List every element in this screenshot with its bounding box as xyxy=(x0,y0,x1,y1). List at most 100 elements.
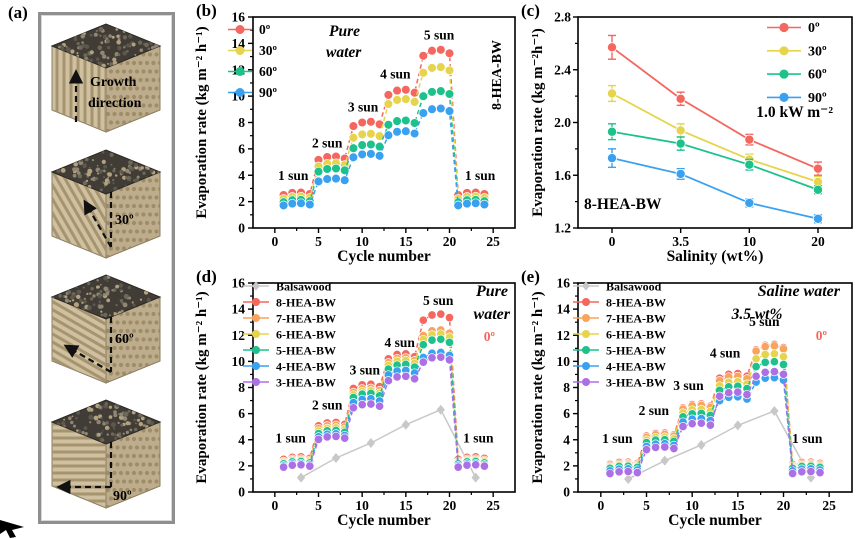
y-axis-title: Evaporation rate (kg m⁻² h⁻¹) xyxy=(530,291,546,483)
sun-annotation: 4 sun xyxy=(385,335,416,350)
x-axis-title: Cycle number xyxy=(668,512,762,529)
x-tick-label: 0 xyxy=(271,234,278,249)
x-tick-label: 10 xyxy=(685,498,699,513)
x-tick-label: 5 xyxy=(643,498,650,513)
x-tick-label: 20 xyxy=(777,498,791,513)
water-type-label: water xyxy=(326,44,362,61)
sun-annotation: 2 sun xyxy=(312,398,343,413)
legend-label: 3-HEA-BW xyxy=(606,375,666,389)
series-60º xyxy=(607,123,823,195)
panel-e-label: (e) xyxy=(521,267,540,286)
legend: 0º 30º 60º 90º xyxy=(767,21,827,106)
wood-block-90deg: 90º xyxy=(50,399,162,509)
y-tick-label: 1.2 xyxy=(554,221,571,236)
y-tick-label: 0 xyxy=(238,221,245,236)
legend-label: 7-HEA-BW xyxy=(606,311,666,325)
growth-direction-annotation: Growth direction xyxy=(68,69,142,122)
series-90º xyxy=(607,148,823,224)
y-tick-label: 6 xyxy=(238,406,245,421)
panel-a-label: (a) xyxy=(8,3,28,22)
legend: Balsawood 8-HEA-BW 7-HEA-BW 6-HEA-BW 5-HEA-B… xyxy=(573,279,666,389)
y-tick-label: 8 xyxy=(238,115,245,130)
sun-annotation: 5 sun xyxy=(749,314,780,329)
series-90º xyxy=(278,103,490,211)
legend-label: 3-HEA-BW xyxy=(276,375,336,389)
cursor-arrow-icon xyxy=(0,520,24,538)
panel-a-box xyxy=(38,12,175,524)
legend: 0º 30º 60º 90º xyxy=(228,22,278,100)
sun-annotation: 5 sun xyxy=(424,27,455,42)
legend-label: 8-HEA-BW xyxy=(276,295,336,309)
x-tick-label: 25 xyxy=(486,234,500,249)
series-3-HEA-BW xyxy=(605,367,825,479)
salinity-label: 3.5 wt% xyxy=(731,306,783,323)
angle-label: 30º xyxy=(115,213,134,228)
panel-c-label: (c) xyxy=(521,1,540,20)
y-tick-label: 2 xyxy=(563,458,570,473)
x-tick-label: 10 xyxy=(355,234,369,249)
series-3-HEA-BW xyxy=(279,352,489,472)
angle-label: 0º xyxy=(816,328,828,343)
x-tick-label: 0 xyxy=(597,498,604,513)
y-tick-label: 10 xyxy=(232,354,246,369)
sample-label: 8-HEA-BW xyxy=(584,196,662,213)
legend-label: 30º xyxy=(808,44,827,59)
y-tick-label: 10 xyxy=(557,354,571,369)
x-tick-label: 0 xyxy=(271,498,278,513)
y-tick-label: 6 xyxy=(238,141,245,156)
y-tick-label: 4 xyxy=(563,432,570,447)
water-type-label: water xyxy=(474,306,511,323)
x-tick-label: 5 xyxy=(315,234,322,249)
angle-label: 90º xyxy=(113,489,132,504)
honeycomb-pores xyxy=(106,297,160,383)
water-type-label: Pure xyxy=(329,23,360,40)
sun-annotation: 1 sun xyxy=(465,168,496,183)
x-tick-label: 10 xyxy=(355,498,369,513)
x-axis-title: Cycle number xyxy=(337,248,431,265)
sun-annotation: 3 sun xyxy=(348,99,379,114)
y-tick-label: 2 xyxy=(238,458,245,473)
x-tick-label: 0 xyxy=(609,234,616,249)
water-type-label: Pure xyxy=(475,283,508,300)
growth-direction-annotation: 30º xyxy=(83,192,134,248)
sun-annotation: 1 sun xyxy=(792,431,823,446)
legend-label: 90º xyxy=(808,91,827,106)
chart-d: 0 5 10 15 20 25 0 2 4 6 8 10 12 14 16 Cycle number Evapo… xyxy=(194,276,516,529)
legend-label: 4-HEA-BW xyxy=(276,359,336,373)
legend-label: 7-HEA-BW xyxy=(276,311,336,325)
sun-annotation: 2 sun xyxy=(312,136,343,151)
sun-annotation: 4 sun xyxy=(710,345,741,360)
y-tick-label: 8 xyxy=(563,380,570,395)
sun-annotation: 1 sun xyxy=(275,430,306,445)
legend-label: 6-HEA-BW xyxy=(276,327,336,341)
channel-stripes xyxy=(55,46,106,132)
x-tick-label: 10 xyxy=(743,234,757,249)
x-tick-label: 20 xyxy=(443,498,457,513)
x-tick-label: 25 xyxy=(822,498,836,513)
legend-label: Balsawood xyxy=(276,279,332,293)
angle-label: 0º xyxy=(484,329,496,344)
y-tick-label: 4 xyxy=(238,432,245,447)
wood-block-60deg: 60º xyxy=(50,274,162,384)
legend-label: 0º xyxy=(808,21,820,36)
panel-b-label: (b) xyxy=(196,1,217,20)
carbonized-top-face xyxy=(50,23,162,69)
growth-direction-label: direction xyxy=(88,96,142,111)
mouse-cursor-artifact xyxy=(0,520,24,538)
water-type-label: Saline water xyxy=(758,283,841,300)
wood-block-0deg: Growth direction xyxy=(50,23,162,133)
legend-label: 5-HEA-BW xyxy=(606,343,666,357)
panel-d-label: (d) xyxy=(196,267,217,286)
legend-label: 0º xyxy=(259,22,271,37)
sample-label: 8-HEA-BW xyxy=(490,40,505,110)
y-tick-label: 4 xyxy=(238,168,245,183)
legend: Balsawood 8-HEA-BW 7-HEA-BW 6-HEA-BW 5-HEA-B… xyxy=(243,279,336,389)
chart-e: 0 5 10 15 20 25 0 2 4 6 8 10 12 14 16 Cycle number Evapo… xyxy=(530,276,853,529)
axes: 0 3.5 10 20 1.2 1.6 2.0 2.4 2.8 xyxy=(554,10,825,250)
y-tick-label: 8 xyxy=(238,380,245,395)
y-tick-label: 12 xyxy=(232,328,246,343)
sun-annotation: 1 sun xyxy=(278,168,309,183)
series-30º xyxy=(278,62,490,204)
